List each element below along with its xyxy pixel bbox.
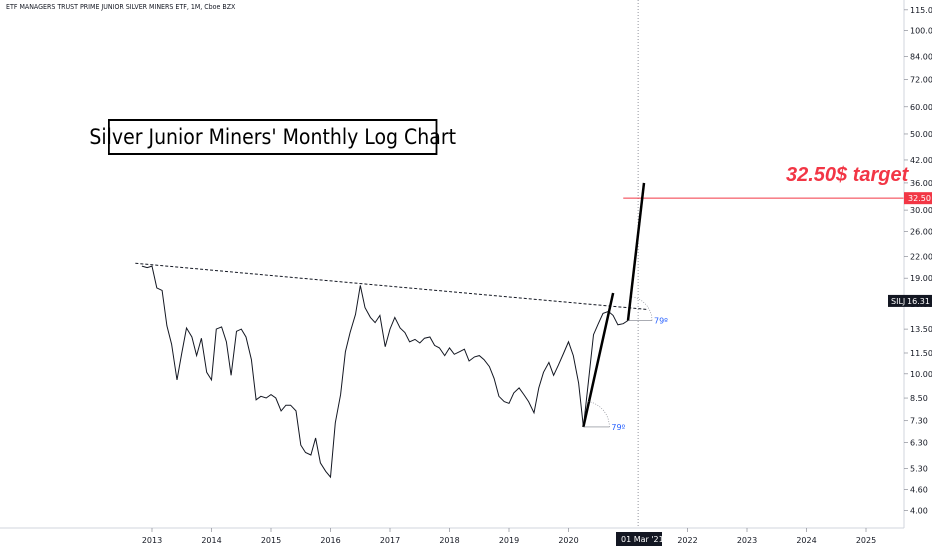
x-tick-label: 2020 <box>558 536 578 545</box>
y-tick-label: 26.00 <box>910 227 932 236</box>
price-label-symbol: SILJ <box>891 297 905 306</box>
angle-arc <box>588 401 610 427</box>
thrust-line-2 <box>626 182 646 321</box>
chart-title-box: Silver Junior Miners' Monthly Log Chart <box>89 119 456 155</box>
y-tick-label: 4.60 <box>910 486 928 495</box>
target-label: 32.50$ target <box>786 164 909 186</box>
y-tick-label: 11.50 <box>910 349 932 358</box>
y-tick-label: 19.00 <box>910 274 932 283</box>
cursor-date-tag: 01 Mar '21 <box>616 532 664 546</box>
y-tick-label: 72.00 <box>910 76 932 85</box>
y-tick-label: 7.30 <box>910 417 928 426</box>
target-price-tag-value: 32.50 <box>908 194 931 203</box>
x-tick-label: 2023 <box>737 536 757 545</box>
y-tick-label: 115.00 <box>910 6 932 15</box>
y-tick-label: 50.00 <box>910 130 932 139</box>
y-tick-label: 8.50 <box>910 394 928 403</box>
y-tick-label: 30.00 <box>910 206 932 215</box>
target-price-tag: 32.50 <box>904 192 932 205</box>
thrust-line-1 <box>582 292 615 428</box>
y-tick-label: 42.00 <box>910 156 932 165</box>
angle-label-1: 79º <box>611 423 625 432</box>
angle-marker-2 <box>628 296 653 321</box>
y-tick-label: 10.00 <box>910 370 932 379</box>
y-tick-label: 36.00 <box>910 179 932 188</box>
y-tick-label: 6.30 <box>910 439 928 448</box>
y-tick-label: 4.00 <box>910 506 928 515</box>
x-tick-label: 2018 <box>439 536 459 545</box>
x-tick-label: 2014 <box>201 536 221 545</box>
y-tick-label: 84.00 <box>910 53 932 62</box>
y-tick-label: 60.00 <box>910 103 932 112</box>
x-tick-label: 2013 <box>142 536 162 545</box>
current-price-label: SILJ 16.31 <box>888 294 932 307</box>
x-tick-label: 2025 <box>856 536 876 545</box>
angle-label-2: 79º <box>654 317 668 326</box>
y-tick-label: 100.00 <box>910 27 932 36</box>
angle-arc <box>632 296 653 321</box>
price-series-line <box>141 265 629 479</box>
price-axis[interactable]: 115.00 100.00 84.00 72.00 60.00 50.00 42.00 36.… <box>904 6 932 516</box>
x-tick-label: 2017 <box>380 536 400 545</box>
resistance-trendline <box>135 262 648 310</box>
x-tick-label: 2024 <box>796 536 816 545</box>
symbol-header: ETF MANAGERS TRUST PRIME JUNIOR SILVER M… <box>6 3 236 11</box>
cursor-date-value: 01 Mar '21 <box>621 535 664 544</box>
time-axis[interactable]: 2013 2014 2015 2016 2017 2018 2019 2020 2022 2023… <box>142 528 876 545</box>
y-tick-label: 13.50 <box>910 325 932 334</box>
x-tick-label: 2019 <box>499 536 519 545</box>
x-tick-label: 2022 <box>677 536 697 545</box>
x-tick-label: 2016 <box>320 536 340 545</box>
angle-marker-1 <box>583 401 610 428</box>
y-tick-label: 22.00 <box>910 252 932 261</box>
price-label-value: 16.31 <box>907 297 930 306</box>
x-tick-label: 2015 <box>261 536 281 545</box>
y-tick-label: 5.30 <box>910 464 928 473</box>
